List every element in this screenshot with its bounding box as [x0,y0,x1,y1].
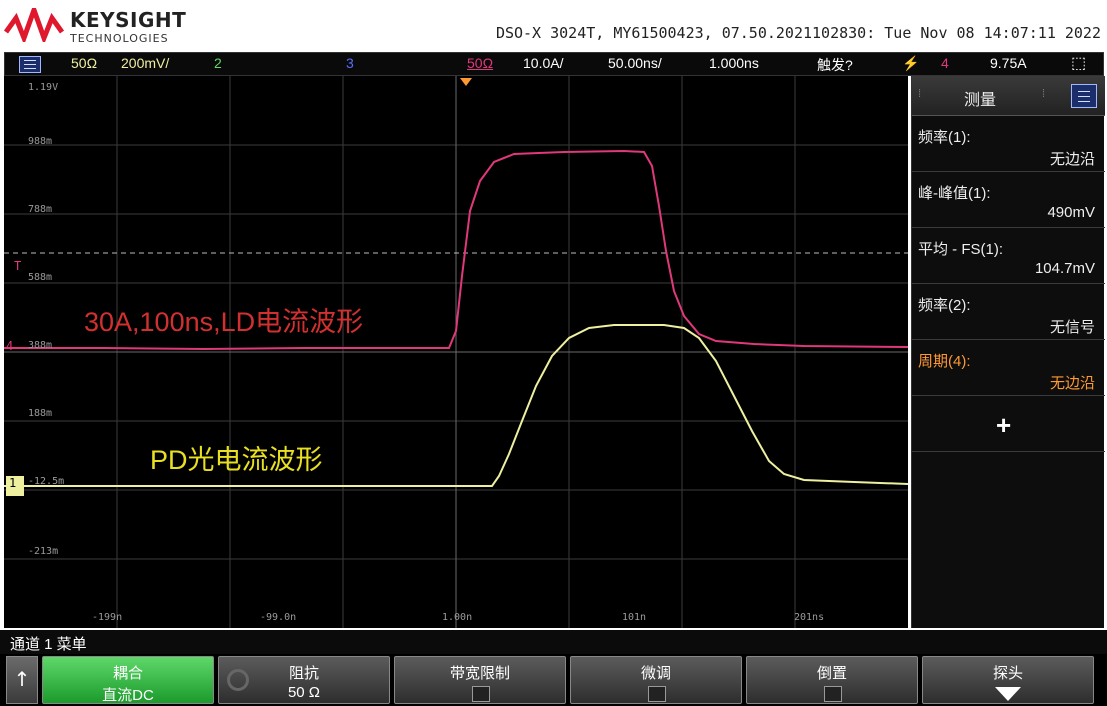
measurement-panel: ⁞ 测量 ⁞ 频率(1): 无边沿 峰-峰值(1): 490mV 平均 - FS… [911,76,1105,628]
coupling-softkey[interactable]: 耦合 直流DC [42,656,214,704]
x-label: -199n [92,612,123,623]
measurement-value: 无边沿 [1049,151,1095,168]
measurement-name: 频率(2): [918,297,971,314]
main-menu-icon[interactable] [19,56,41,73]
measurement-value: 490mV [1047,204,1095,221]
ch4-waveform [4,149,908,351]
knob-icon [227,669,249,691]
down-arrow-icon [995,687,1021,701]
measurement-item[interactable]: 周期(4): 无边沿 [912,344,1105,396]
bandwidth-limit-softkey[interactable]: 带宽限制 [394,656,566,704]
softkey-value: 直流DC [102,687,154,704]
delay[interactable]: 1.000ns [709,55,759,71]
measurement-panel-header: ⁞ 测量 ⁞ [912,76,1105,116]
add-measurement-button[interactable]: + [912,400,1105,452]
brand-name: KEYSIGHT [70,8,187,32]
pd-waveform-label: PD光电流波形 [150,445,323,475]
measurement-name: 周期(4): [918,353,971,370]
zoom-box-icon[interactable]: ⬚ [1071,55,1087,72]
x-label: 101n [622,612,647,623]
keysight-wave-icon [4,8,64,42]
y-label: -12.5m [28,476,65,487]
invert-softkey[interactable]: 倒置 [746,656,918,704]
ch1-impedance[interactable]: 50Ω [71,55,98,71]
y-label: -213m [28,546,59,557]
plus-icon: + [996,410,1012,440]
measurement-name: 平均 - FS(1): [918,241,1003,258]
ch4-impedance[interactable]: 50Ω [467,55,494,71]
ch4-ground-marker[interactable]: 4 [6,339,14,353]
y-label: 1.19V [28,82,59,93]
trigger-level[interactable]: 9.75A [990,55,1027,71]
status-bar: 50Ω 200mV/ 2 3 50Ω 10.0A/ 50.00ns/ 1.000… [4,52,1104,76]
measurement-item[interactable]: 峰-峰值(1): 490mV [912,176,1105,228]
ch3-label[interactable]: 3 [346,55,354,71]
measurement-title: 测量 [964,92,997,109]
measurement-item[interactable]: 频率(1): 无边沿 [912,120,1105,172]
checkbox-icon[interactable] [648,686,666,702]
trigger-status: 触发? [817,57,853,73]
graticule [4,76,908,628]
checkbox-icon[interactable] [824,686,842,702]
drag-handle-icon[interactable]: ⁞ [918,88,922,100]
softkey-bar: ↑ 耦合 直流DC 阻抗 50 Ω 带宽限制 微调 倒置 探头 [0,654,1107,706]
up-arrow-button[interactable]: ↑ [6,656,38,704]
probe-softkey[interactable]: 探头 [922,656,1094,704]
drag-handle-icon[interactable]: ⁞ [1042,88,1046,100]
center-axes [4,76,908,628]
trigger-position-marker [460,78,472,86]
impedance-softkey[interactable]: 阻抗 50 Ω [218,656,390,704]
softkey-label: 倒置 [816,665,847,682]
measurement-name: 频率(1): [918,129,971,146]
ch1-waveform [4,324,908,487]
softkey-label: 带宽限制 [449,665,510,682]
y-label: 788m [28,204,53,215]
waveform-display[interactable]: 1.19V 988m 788m 588m 388m 188m -12.5m -2… [4,76,908,628]
trigger-edge-icon: ⚡ [902,55,920,71]
menu-title: 通道 1 菜单 [0,630,1107,654]
ch1-ground-marker[interactable]: 1 [6,476,24,496]
softkey-label: 探头 [992,665,1023,682]
softkey-label: 耦合 [112,665,143,682]
trigger-channel[interactable]: 4 [941,55,949,71]
y-label: 988m [28,136,53,147]
ch4-scale[interactable]: 10.0A/ [523,55,564,71]
device-info: DSO-X 3024T, MY61500423, 07.50.202110283… [495,24,1101,42]
softkey-value: 50 Ω [287,684,321,701]
x-label: -99.0n [260,612,297,623]
ch2-label[interactable]: 2 [214,55,222,71]
header: KEYSIGHT TECHNOLOGIES DSO-X 3024T, MY615… [0,0,1107,52]
fine-adjust-softkey[interactable]: 微调 [570,656,742,704]
x-label: 201ns [794,612,825,623]
checkbox-icon[interactable] [472,686,490,702]
keysight-logo: KEYSIGHT TECHNOLOGIES [4,4,194,46]
measurement-item[interactable]: 平均 - FS(1): 104.7mV [912,232,1105,284]
ch1-scale[interactable]: 200mV/ [121,55,170,71]
y-label: 588m [28,272,53,283]
panel-menu-icon[interactable] [1071,84,1097,108]
y-label: 188m [28,408,53,419]
measurement-value: 无边沿 [1049,375,1095,392]
measurement-name: 峰-峰值(1): [918,185,991,202]
ld-waveform-label: 30A,100ns,LD电流波形 [84,307,364,337]
brand-subtitle: TECHNOLOGIES [70,32,169,45]
timebase[interactable]: 50.00ns/ [608,55,662,71]
softkey-label: 阻抗 [288,665,319,682]
measurement-item[interactable]: 频率(2): 无信号 [912,288,1105,340]
measurement-value: 无信号 [1049,319,1095,336]
trigger-level-marker: T [14,259,22,273]
y-label: 388m [28,340,53,351]
x-label: 1.00n [442,612,473,623]
measurement-value: 104.7mV [1034,260,1095,277]
softkey-label: 微调 [640,665,671,682]
